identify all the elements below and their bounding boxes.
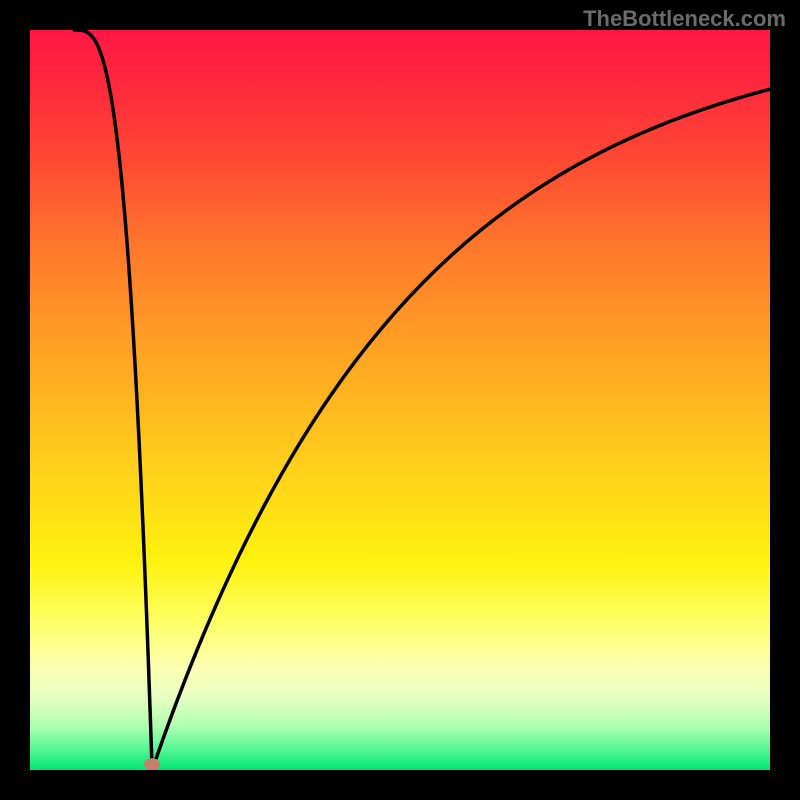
bottleneck-chart-svg xyxy=(0,0,800,800)
chart-root: TheBottleneck.com xyxy=(0,0,800,800)
plot-background xyxy=(30,30,770,770)
optimum-marker xyxy=(144,758,160,770)
